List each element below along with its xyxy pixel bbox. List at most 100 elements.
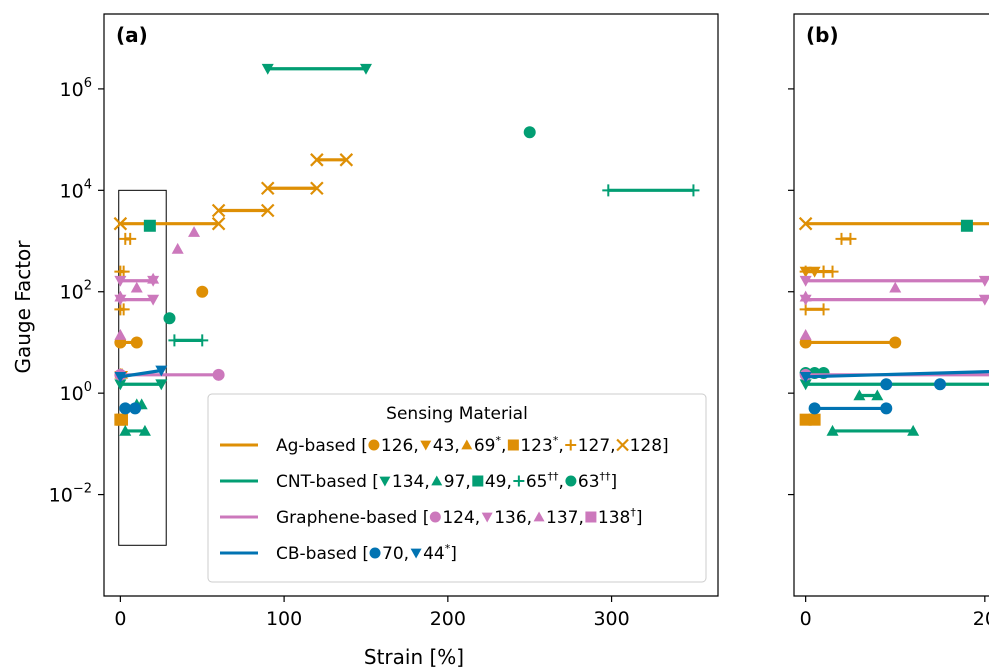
data-point xyxy=(880,378,893,391)
series-ag-tri_down xyxy=(799,266,821,278)
series-cnt-tri_up xyxy=(826,389,920,436)
series-cnt-plus xyxy=(168,184,700,347)
x-tick-label: 300 xyxy=(593,608,629,630)
legend-ref: 134, xyxy=(392,472,430,492)
legend-label: CNT-based [ xyxy=(276,472,379,492)
legend-ref: 136, xyxy=(494,508,532,528)
legend-marker-circle xyxy=(565,475,577,487)
range-start-marker xyxy=(808,402,821,415)
legend-ref: 49, xyxy=(485,472,512,492)
range-end-marker xyxy=(211,216,226,231)
x-tick-label: 20 xyxy=(973,608,989,630)
data-point xyxy=(889,281,902,293)
legend-marker-circle xyxy=(429,511,441,523)
range-start-marker xyxy=(261,63,274,75)
series-cb-tri_down xyxy=(114,365,168,383)
range-end-marker xyxy=(880,402,893,415)
data-point xyxy=(799,329,812,340)
series-cnt-square xyxy=(143,219,156,232)
range-end-marker xyxy=(155,365,168,377)
range-end-marker xyxy=(147,275,160,287)
legend-ref: 137, xyxy=(546,508,584,528)
legend-marker-tri_down xyxy=(410,548,422,559)
series-cnt-tri_down xyxy=(114,63,372,391)
series-cb-circle xyxy=(808,378,947,415)
legend-marker-plus xyxy=(513,475,525,487)
series-ag-x xyxy=(113,153,354,231)
y-tick-label: 10−2 xyxy=(49,482,92,507)
legend-entry-graphene: Graphene-based [124, 136, 137, 138†] xyxy=(220,506,643,528)
legend-frame xyxy=(207,393,707,583)
series-ag-square xyxy=(799,413,821,426)
legend-marker-tri_up xyxy=(461,439,473,450)
x-tick-label: 0 xyxy=(114,608,126,630)
range-start-marker xyxy=(119,424,132,436)
range-start-marker xyxy=(114,372,127,383)
series-ag-plus xyxy=(799,232,857,316)
legend-ref: 128] xyxy=(630,436,669,456)
panel-a: 0 100 200 300 10−2 100 102 104 106 (a) xyxy=(49,13,719,630)
legend-ref: 69*, xyxy=(474,434,507,456)
legend-ref: 127, xyxy=(578,436,616,456)
legend-ref: 97, xyxy=(444,472,471,492)
zoom-region-box xyxy=(118,189,167,546)
range-end-marker xyxy=(260,203,275,218)
series-graphene-tri_down xyxy=(114,275,160,306)
range-end-marker xyxy=(907,424,920,436)
range-start-marker xyxy=(853,389,866,401)
range-start-marker xyxy=(799,266,812,278)
panel-label: (a) xyxy=(116,23,148,47)
range-end-marker xyxy=(130,336,143,349)
legend-label: CB-based [ xyxy=(276,544,369,564)
range-end-marker xyxy=(871,389,884,401)
series-cb-tri_down xyxy=(799,370,989,383)
x-axis-label: Strain [%] xyxy=(364,645,464,669)
legend-marker-circle xyxy=(368,439,380,451)
x-tick-label: 0 xyxy=(800,608,812,630)
range-end-marker xyxy=(155,379,168,391)
legend-marker-tri_down xyxy=(379,476,391,487)
range-end-marker xyxy=(147,294,160,306)
data-point xyxy=(934,378,947,391)
series-cnt-circle xyxy=(163,126,536,325)
range-end-marker xyxy=(116,413,129,426)
legend-entry-cnt: CNT-based [134, 97, 49, 65††, 63††] xyxy=(220,470,617,492)
legend-marker-square xyxy=(472,475,484,487)
x-tick-label: 100 xyxy=(266,608,302,630)
range-end-marker xyxy=(310,181,324,196)
range-end-marker xyxy=(129,402,142,415)
range-start-marker xyxy=(799,372,812,383)
series-ag-circle xyxy=(114,285,209,349)
legend-marker-tri_down xyxy=(420,440,432,451)
y-tick-label: 106 xyxy=(60,76,92,101)
data-point xyxy=(196,285,209,298)
y-tick-label: 100 xyxy=(60,380,92,405)
legend-marker-tri_down xyxy=(481,512,493,523)
legend-marker-circle xyxy=(369,547,381,559)
y-axis-label: Gauge Factor xyxy=(11,240,35,374)
range-start-marker xyxy=(119,402,132,415)
legend-ref: 43, xyxy=(433,436,460,456)
data-layer xyxy=(798,216,989,436)
range-end-marker xyxy=(808,266,821,278)
range-end-marker xyxy=(817,303,830,316)
y-tick-label: 102 xyxy=(60,279,92,304)
range-end-marker xyxy=(889,336,902,349)
range-end-marker xyxy=(978,275,989,287)
range-start-marker xyxy=(113,216,128,231)
range-start-marker xyxy=(310,153,324,167)
series-ag-circle xyxy=(799,336,902,349)
panel-label: (b) xyxy=(806,23,839,47)
legend-ref: 126, xyxy=(381,436,419,456)
legend-ref: 123*, xyxy=(520,434,563,456)
range-start-marker xyxy=(260,181,275,196)
range-start-marker xyxy=(211,203,226,218)
legend-ref: 44*] xyxy=(423,542,457,564)
legend-marker-plus xyxy=(565,439,577,451)
range-end-marker xyxy=(826,265,839,278)
data-point xyxy=(799,290,812,302)
range-end-marker xyxy=(138,424,151,436)
range-start-marker xyxy=(798,216,813,231)
panel-b: 0 20 (b) xyxy=(788,13,989,630)
